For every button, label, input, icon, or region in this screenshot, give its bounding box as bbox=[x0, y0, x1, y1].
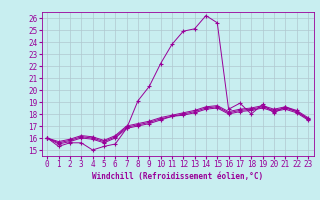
X-axis label: Windchill (Refroidissement éolien,°C): Windchill (Refroidissement éolien,°C) bbox=[92, 172, 263, 181]
